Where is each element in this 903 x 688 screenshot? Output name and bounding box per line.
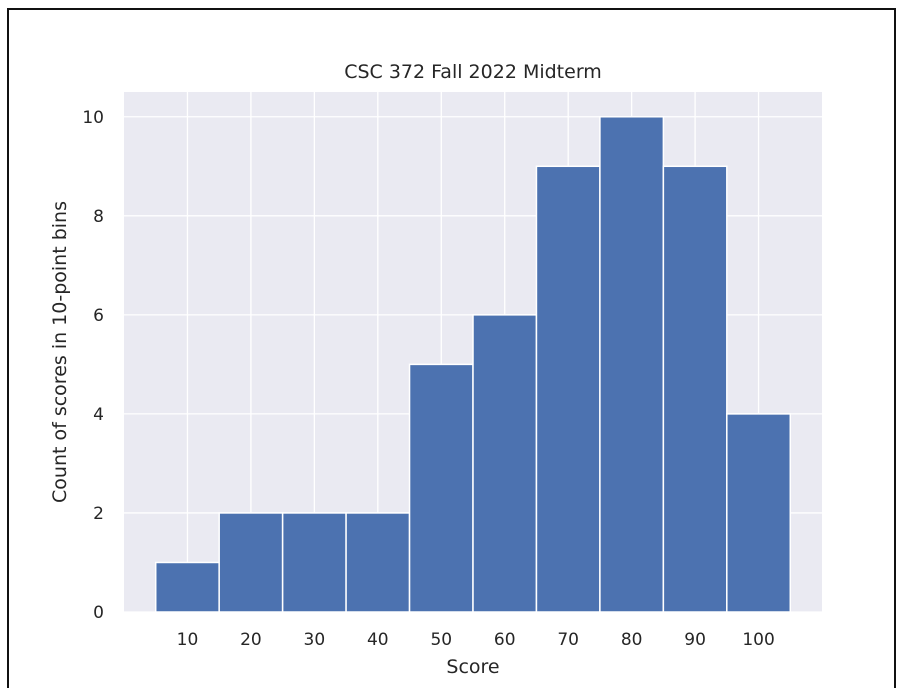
tick-labels: 10 20 30 40 50 60 70 80 90 100 0 2 4 6 8 10 xyxy=(82,108,774,650)
histogram-bar xyxy=(726,413,792,613)
x-tick-label: 10 xyxy=(177,630,199,650)
histogram-bar xyxy=(408,363,474,613)
x-axis-label: Score xyxy=(446,656,499,678)
x-tick-label: 50 xyxy=(430,630,452,650)
x-tick-label: 80 xyxy=(621,630,643,650)
x-tick-label: 60 xyxy=(494,630,516,650)
chart-title: CSC 372 Fall 2022 Midterm xyxy=(344,61,602,83)
x-tick-label: 90 xyxy=(684,630,706,650)
x-tick-label: 70 xyxy=(557,630,579,650)
y-tick-label: 8 xyxy=(93,207,104,227)
x-tick-label: 20 xyxy=(240,630,262,650)
y-tick-label: 10 xyxy=(82,108,104,128)
histogram-bar xyxy=(218,512,284,613)
y-tick-label: 6 xyxy=(93,306,104,326)
histogram-bar xyxy=(281,512,347,613)
histogram-bar xyxy=(154,561,220,613)
histogram-bar xyxy=(599,116,665,613)
histogram-bar xyxy=(345,512,411,613)
histogram-bar xyxy=(472,314,538,613)
x-tick-label: 100 xyxy=(742,630,774,650)
histogram-bar xyxy=(535,165,601,613)
y-axis-label: Count of scores in 10-point bins xyxy=(49,201,71,503)
x-tick-label: 40 xyxy=(367,630,389,650)
y-tick-label: 2 xyxy=(93,504,104,524)
y-tick-label: 4 xyxy=(93,405,104,425)
y-tick-label: 0 xyxy=(93,603,104,623)
bars xyxy=(154,116,792,613)
histogram-bar xyxy=(662,165,728,613)
x-tick-label: 30 xyxy=(304,630,326,650)
